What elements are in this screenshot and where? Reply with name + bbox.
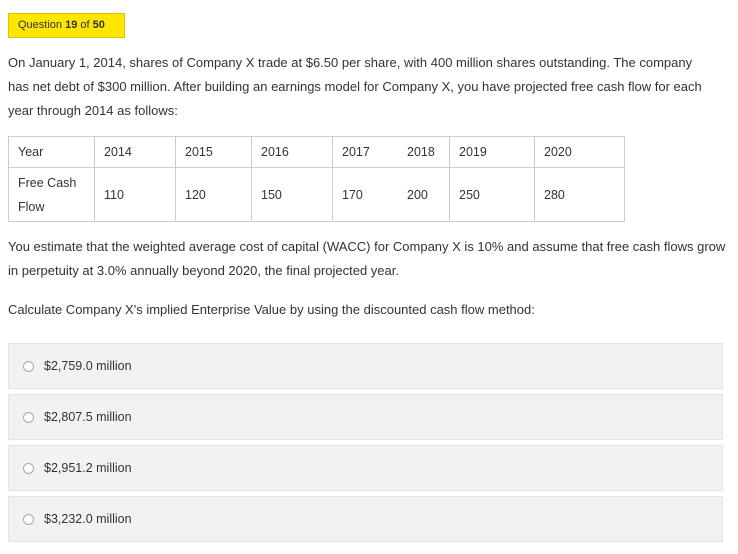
- answer-option-label: $2,807.5 million: [44, 410, 132, 424]
- table-cell: 170: [332, 167, 398, 222]
- question-prefix: Question: [18, 19, 63, 31]
- question-total: 50: [92, 19, 105, 31]
- table-header-cell: 2020: [534, 136, 625, 168]
- table-header-cell: 2017: [332, 136, 398, 168]
- table-header-cell: 2018: [398, 136, 450, 168]
- question-number: 19: [65, 19, 78, 31]
- answer-option-label: $3,232.0 million: [44, 512, 132, 526]
- table-cell: 280: [534, 167, 625, 222]
- table-header-row: Year 2014 2015 2016 2017 2018 2019 2020: [8, 136, 625, 168]
- table-header-cell: 2014: [94, 136, 176, 168]
- row-label-text: Free Cash Flow: [18, 175, 77, 214]
- answer-option-label: $2,951.2 million: [44, 461, 132, 475]
- assumption-text: You estimate that the weighted average c…: [8, 239, 726, 278]
- table-cell: 150: [251, 167, 333, 222]
- free-cash-flow-table: Year 2014 2015 2016 2017 2018 2019 2020 …: [8, 136, 625, 222]
- table-cell: 250: [449, 167, 535, 222]
- answer-option[interactable]: $3,232.0 million: [8, 496, 723, 542]
- answer-option-label: $2,759.0 million: [44, 359, 132, 373]
- instruction-text: Calculate Company X's implied Enterprise…: [8, 302, 535, 317]
- radio-button[interactable]: [23, 514, 34, 525]
- question-prompt: On January 1, 2014, shares of Company X …: [8, 55, 702, 118]
- answer-option[interactable]: $2,951.2 million: [8, 445, 723, 491]
- radio-button[interactable]: [23, 361, 34, 372]
- answer-option[interactable]: $2,759.0 million: [8, 343, 723, 389]
- table-row-label: Free Cash Flow: [8, 167, 95, 222]
- table-cell: 200: [398, 167, 450, 222]
- question-counter-badge: Question 19 of 50: [8, 13, 125, 38]
- radio-button[interactable]: [23, 463, 34, 474]
- table-header-cell: 2015: [175, 136, 252, 168]
- radio-button[interactable]: [23, 412, 34, 423]
- table-cell: 110: [94, 167, 176, 222]
- table-cell: 120: [175, 167, 252, 222]
- answer-option[interactable]: $2,807.5 million: [8, 394, 723, 440]
- table-header-cell: 2019: [449, 136, 535, 168]
- table-row: Free Cash Flow 110 120 150 170 200 250 2…: [8, 167, 625, 222]
- table-header-cell: 2016: [251, 136, 333, 168]
- table-header-cell: Year: [8, 136, 95, 168]
- question-of: of: [80, 19, 90, 31]
